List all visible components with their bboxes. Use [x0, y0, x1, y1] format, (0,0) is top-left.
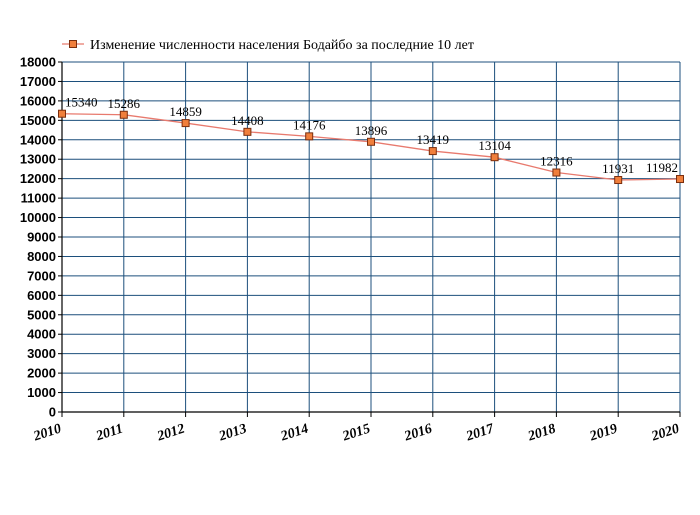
x-tick-label: 2010	[31, 422, 63, 445]
data-point-marker	[676, 175, 684, 184]
x-tick-label: 2014	[278, 422, 310, 445]
data-label: 14859	[169, 104, 202, 119]
y-axis-ticks: 0 1000 2000 3000 4000 5000 6000 7000 8000 9000 100…	[20, 55, 56, 420]
data-label: 13419	[417, 132, 450, 147]
x-axis-ticks: 2010 2011 2012 2013 2014 2015 2016 2017 2018 2019…	[31, 421, 681, 445]
x-tick-label: 2020	[649, 422, 681, 445]
data-point-marker	[119, 110, 128, 119]
x-tick-label: 2017	[464, 421, 497, 445]
data-labels: 15340 15286 14859 14408 14176 13896 13419 13104…	[65, 95, 678, 176]
y-tick-label: 1000	[27, 385, 56, 400]
data-label: 15286	[108, 96, 141, 111]
y-tick-label: 0	[49, 405, 56, 420]
x-tick-label: 2018	[525, 422, 557, 445]
data-label: 14176	[293, 117, 326, 132]
legend-label: Изменение численности населения Бодайбо …	[90, 38, 474, 53]
data-point-marker	[58, 109, 66, 118]
y-tick-label: 2000	[27, 366, 56, 381]
y-tick-label: 18000	[20, 55, 56, 70]
y-tick-label: 8000	[27, 249, 56, 264]
x-tick-label: 2015	[340, 422, 372, 445]
y-tick-label: 4000	[27, 327, 56, 342]
y-tick-label: 7000	[27, 268, 56, 283]
y-tick-label: 16000	[20, 93, 56, 108]
data-label: 14408	[231, 113, 264, 128]
y-tick-label: 6000	[27, 288, 56, 303]
data-label: 13104	[478, 138, 511, 153]
data-point-marker	[243, 127, 252, 136]
data-point-marker	[367, 137, 375, 146]
data-point-marker	[552, 168, 561, 177]
data-point-marker	[428, 147, 437, 156]
x-tick-label: 2012	[155, 422, 187, 445]
data-point-marker	[490, 153, 499, 162]
data-label: 13896	[355, 123, 388, 138]
y-tick-label: 13000	[20, 152, 56, 167]
y-tick-label: 9000	[27, 230, 56, 245]
data-point-marker	[181, 119, 190, 128]
grid	[61, 61, 681, 413]
data-point-marker	[614, 176, 623, 185]
data-label: 12316	[540, 154, 573, 169]
y-tick-label: 15000	[20, 113, 56, 128]
data-point-marker	[305, 132, 314, 141]
legend-marker	[69, 40, 77, 48]
x-tick-label: 2019	[587, 422, 619, 445]
y-tick-label: 5000	[27, 307, 56, 322]
data-label: 15340	[65, 95, 98, 110]
y-tick-label: 10000	[20, 210, 56, 225]
y-tick-label: 17000	[20, 74, 56, 89]
x-tick-label: 2013	[216, 422, 248, 445]
axes	[58, 61, 681, 417]
data-label: 11931	[602, 161, 634, 176]
legend: Изменение численности населения Бодайбо …	[62, 38, 474, 53]
y-tick-label: 14000	[20, 132, 56, 147]
y-tick-label: 3000	[27, 346, 56, 361]
y-tick-label: 12000	[20, 171, 56, 186]
x-tick-label: 2011	[94, 422, 125, 445]
x-tick-label: 2016	[402, 422, 434, 445]
series-markers	[58, 109, 684, 185]
data-label: 11982	[646, 160, 678, 175]
y-tick-label: 11000	[21, 191, 56, 206]
